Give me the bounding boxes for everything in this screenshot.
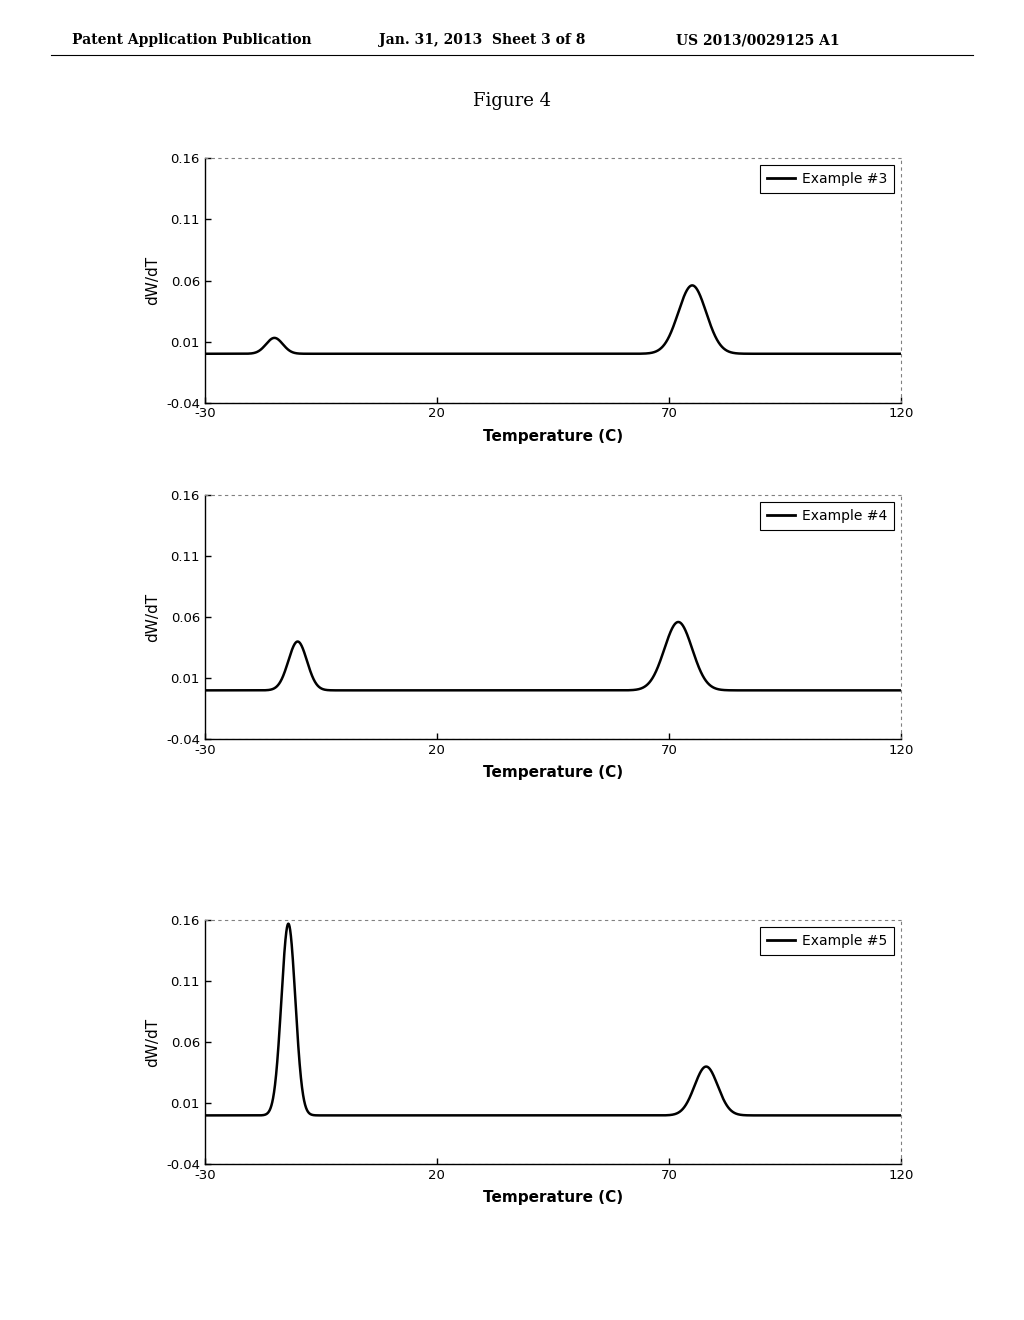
Text: Figure 4: Figure 4 — [473, 92, 551, 111]
Y-axis label: dW/dT: dW/dT — [145, 256, 161, 305]
Legend: Example #3: Example #3 — [760, 165, 894, 193]
Y-axis label: dW/dT: dW/dT — [145, 1018, 161, 1067]
Text: Jan. 31, 2013  Sheet 3 of 8: Jan. 31, 2013 Sheet 3 of 8 — [379, 33, 586, 48]
Y-axis label: dW/dT: dW/dT — [145, 593, 161, 642]
X-axis label: Temperature (C): Temperature (C) — [483, 429, 623, 444]
Text: US 2013/0029125 A1: US 2013/0029125 A1 — [676, 33, 840, 48]
X-axis label: Temperature (C): Temperature (C) — [483, 1191, 623, 1205]
Text: Patent Application Publication: Patent Application Publication — [72, 33, 311, 48]
X-axis label: Temperature (C): Temperature (C) — [483, 766, 623, 780]
Legend: Example #5: Example #5 — [760, 927, 894, 954]
Legend: Example #4: Example #4 — [760, 502, 894, 529]
